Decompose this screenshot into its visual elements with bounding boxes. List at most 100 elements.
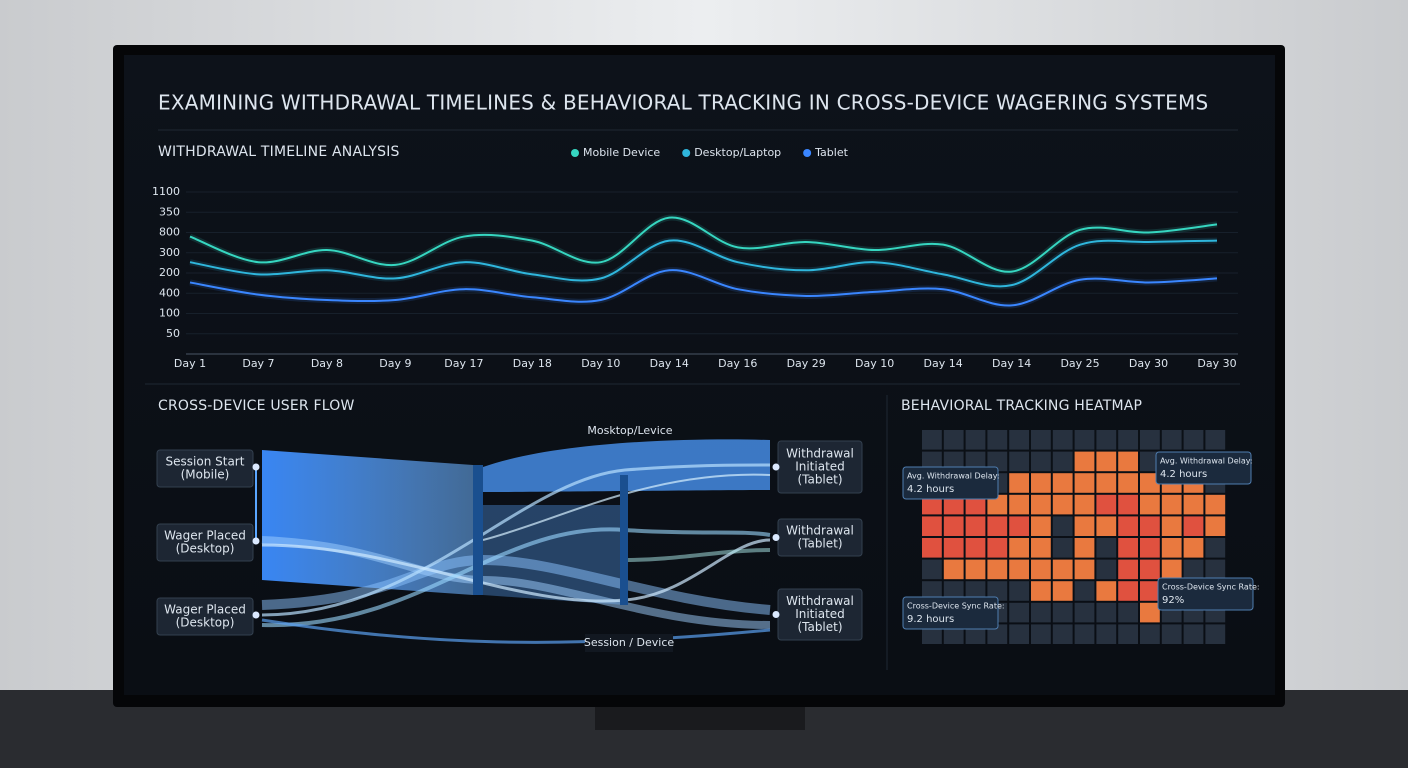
node-port [252, 463, 260, 471]
heatmap-cell [1183, 430, 1204, 450]
heatmap-cell [1074, 494, 1095, 515]
heatmap-cell [1074, 538, 1095, 558]
node-label: Initiated [795, 460, 845, 474]
x-tick-label: Day 8 [311, 357, 343, 370]
heatmap-cell [1009, 516, 1029, 536]
heatmap-cell [1074, 602, 1095, 623]
flow-column [473, 465, 483, 595]
heatmap-cell [1009, 624, 1029, 644]
heatmap-cell [1161, 494, 1182, 515]
heatmap-cell [965, 451, 986, 472]
annotation-value: 92% [1162, 595, 1184, 606]
flow-label: Session / Device [584, 636, 675, 649]
node-label: (Tablet) [797, 473, 842, 487]
heatmap-cell [1052, 430, 1073, 450]
heatmap-cell [965, 516, 986, 536]
node-label: (Mobile) [181, 468, 230, 482]
heatmap-cell [1052, 624, 1073, 644]
flow-link [261, 527, 771, 628]
heatmap-cell [1140, 494, 1160, 515]
heatmap-cell [1096, 538, 1117, 558]
heatmap-cell [1052, 581, 1073, 601]
heatmap-cell [1183, 559, 1204, 580]
y-tick-label: 1100 [152, 185, 180, 198]
legend-label: Desktop/Laptop [694, 146, 781, 159]
heatmap-cell [1205, 624, 1226, 644]
node-label: Wager Placed [164, 529, 246, 543]
flow-label-box [585, 634, 673, 652]
heatmap-cell [943, 516, 964, 536]
annotation-value: 4.2 hours [1160, 469, 1207, 480]
chart-title: WITHDRAWAL TIMELINE ANALYSIS [158, 144, 400, 160]
heatmap-cell [1031, 494, 1051, 515]
x-tick-label: Day 9 [379, 357, 411, 370]
x-tick-label: Day 14 [992, 357, 1031, 370]
x-tick-label: Day 10 [855, 357, 894, 370]
node-label: (Desktop) [176, 542, 235, 556]
heatmap-cell [922, 516, 942, 536]
heatmap-cell [1031, 602, 1051, 623]
annotation-label: Cross-Device Sync Rate: [907, 602, 1005, 611]
heatmap-cell [1118, 494, 1138, 515]
heatmap-cell [1031, 538, 1051, 558]
legend-label: Tablet [814, 146, 848, 159]
heatmap-cell [1074, 559, 1095, 580]
heatmap-cell [987, 516, 1008, 536]
node-label: (Tablet) [797, 620, 842, 634]
y-tick-label: 800 [159, 226, 180, 239]
heatmap-cell [1205, 538, 1226, 558]
heatmap-cell [1205, 516, 1226, 536]
heatmap-cell [1140, 602, 1160, 623]
heatmap-cell [1096, 602, 1117, 623]
flow-link [261, 618, 771, 644]
heatmap-cell [1161, 430, 1182, 450]
series-line [189, 239, 1218, 288]
x-tick-label: Day 29 [787, 357, 826, 370]
flow-link [482, 473, 771, 541]
heatmap-cell [1140, 451, 1160, 472]
heatmap-cell [1161, 516, 1182, 536]
heatmap-cell [1052, 516, 1073, 536]
heatmap-cell [1096, 494, 1117, 515]
flow-label: Mosktop/Levice [587, 424, 672, 437]
node-label: Withdrawal [786, 594, 854, 608]
x-tick-label: Day 14 [924, 357, 963, 370]
heatmap-cell [1009, 602, 1029, 623]
node-port [252, 537, 260, 545]
x-tick-label: Day 1 [174, 357, 206, 370]
heatmap-cell [1118, 430, 1138, 450]
heatmap-cell [1161, 559, 1182, 580]
annotation-box [902, 596, 999, 630]
heatmap-cell [1074, 581, 1095, 601]
heatmap-cell [1096, 581, 1117, 601]
heatmap-cell [943, 451, 964, 472]
heatmap-cell [1096, 451, 1117, 472]
y-tick-label: 400 [159, 286, 180, 299]
heatmap-cell [1183, 516, 1204, 536]
heatmap-cell [965, 494, 986, 515]
heatmap-cell [1161, 624, 1182, 644]
heatmap-cell [1096, 559, 1117, 580]
flow-link [261, 538, 771, 603]
heatmap-cell [1205, 494, 1226, 515]
flow-column [620, 475, 628, 605]
heatmap-cell [922, 538, 942, 558]
heatmap-cell [1140, 581, 1160, 601]
y-tick-label: 50 [166, 327, 180, 340]
legend-swatch [803, 149, 812, 157]
heatmap-cell [1052, 494, 1073, 515]
node-label: (Tablet) [797, 537, 842, 551]
heatmap-cell [1074, 473, 1095, 493]
heatmap-cell [1118, 538, 1138, 558]
heatmap-cell [1031, 559, 1051, 580]
heatmap-cell [943, 581, 964, 601]
annotation-value: 4.2 hours [907, 484, 954, 495]
heatmap-cell [1052, 451, 1073, 472]
x-tick-label: Day 17 [444, 357, 483, 370]
flow-link [261, 554, 771, 615]
y-tick-label: 350 [159, 205, 180, 218]
node-label: Withdrawal [786, 524, 854, 538]
heatmap-cell [943, 494, 964, 515]
heatmap-cell [1052, 559, 1073, 580]
